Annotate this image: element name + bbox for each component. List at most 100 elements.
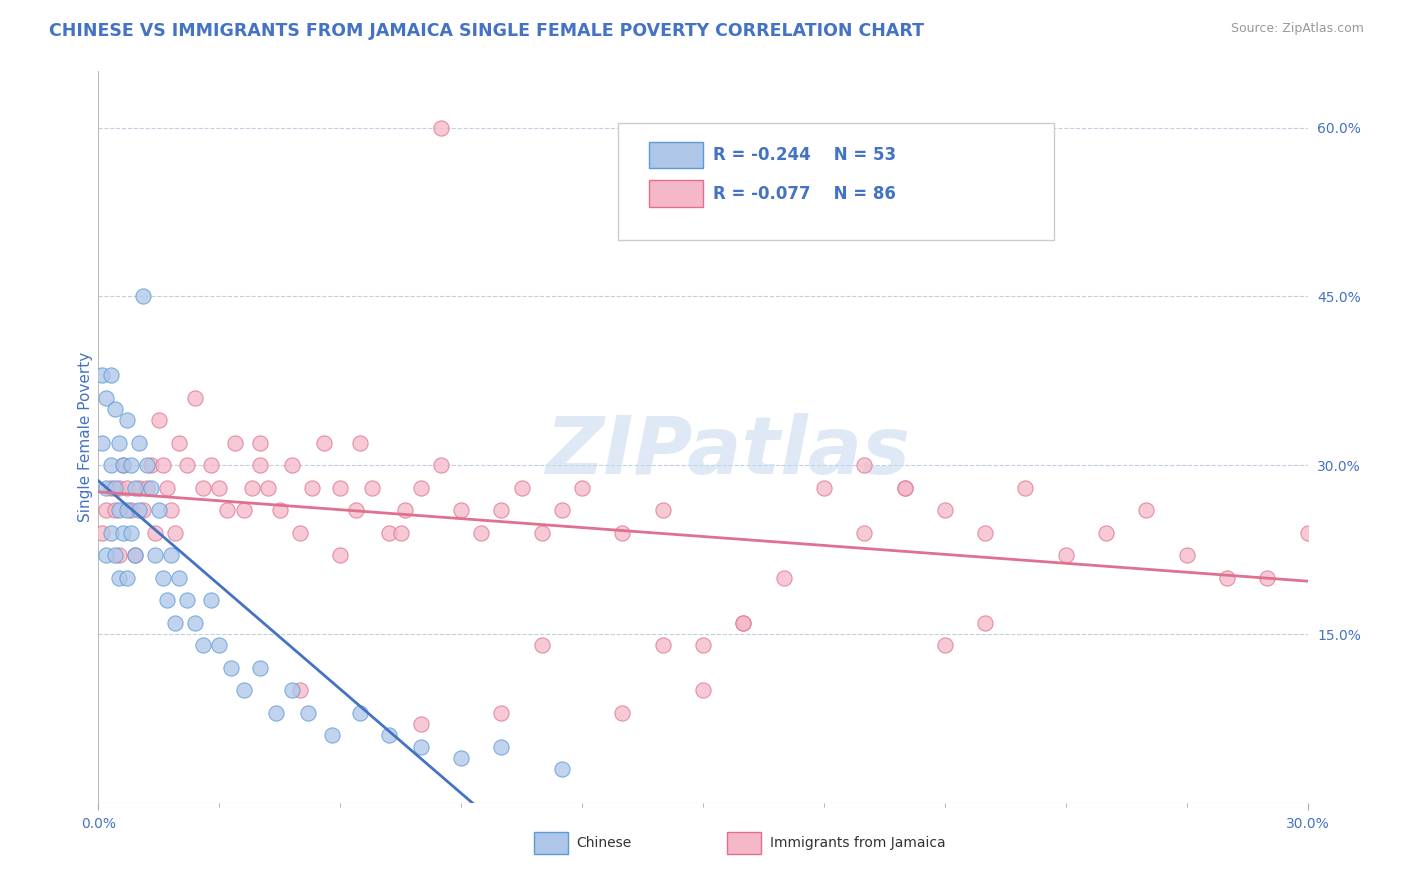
Point (91, 525, 114, 540)
Point (288, 683, 311, 698)
Point (96, 391, 118, 405)
Point (124, 548, 146, 562)
Point (111, 458, 134, 473)
Text: Chinese: Chinese (576, 836, 631, 850)
Point (152, 571, 174, 585)
Point (256, 481, 278, 495)
Point (139, 481, 162, 495)
Point (160, 503, 183, 517)
Point (100, 368, 122, 383)
FancyBboxPatch shape (619, 122, 1053, 240)
FancyBboxPatch shape (648, 180, 703, 207)
Point (530, 525, 553, 540)
Point (96, 481, 118, 495)
Point (893, 481, 915, 495)
Point (1054, 548, 1077, 562)
Point (120, 525, 142, 540)
Point (139, 458, 162, 473)
Point (361, 481, 384, 495)
Point (103, 503, 125, 517)
Point (91, 368, 114, 383)
Point (249, 458, 271, 473)
Point (288, 525, 311, 540)
Point (208, 481, 231, 495)
Point (692, 638, 714, 652)
Point (184, 391, 207, 405)
Point (96, 503, 118, 517)
Text: Immigrants from Jamaica: Immigrants from Jamaica (769, 836, 945, 850)
Point (208, 638, 231, 652)
Point (389, 525, 412, 540)
Point (934, 638, 956, 652)
Point (1216, 571, 1239, 585)
Point (148, 413, 170, 427)
Point (156, 481, 179, 495)
Point (394, 503, 416, 517)
Point (329, 481, 352, 495)
Point (111, 525, 134, 540)
Point (1095, 525, 1118, 540)
Point (349, 435, 371, 450)
Point (1014, 481, 1036, 495)
Point (148, 503, 170, 517)
Text: ZIPatlas: ZIPatlas (544, 413, 910, 491)
Point (115, 503, 138, 517)
Text: Source: ZipAtlas.com: Source: ZipAtlas.com (1230, 22, 1364, 36)
Point (377, 728, 399, 742)
Point (934, 503, 956, 517)
Point (450, 751, 472, 765)
Point (551, 762, 574, 776)
Point (193, 481, 215, 495)
Point (128, 481, 150, 495)
Point (1296, 525, 1319, 540)
Point (314, 435, 336, 450)
Point (281, 458, 304, 473)
Point (232, 683, 254, 698)
Point (651, 503, 673, 517)
Point (132, 503, 155, 517)
Point (264, 706, 287, 720)
Point (571, 481, 593, 495)
Point (200, 458, 222, 473)
Point (100, 525, 122, 540)
Point (269, 503, 291, 517)
Point (409, 481, 432, 495)
Point (124, 548, 146, 562)
Point (115, 481, 138, 495)
Point (853, 525, 876, 540)
Point (103, 401, 125, 416)
Point (128, 503, 150, 517)
Point (160, 548, 183, 562)
Point (232, 503, 254, 517)
Point (120, 503, 142, 517)
Point (612, 525, 634, 540)
Point (111, 458, 134, 473)
Point (100, 481, 122, 495)
Point (772, 571, 794, 585)
Point (115, 413, 138, 427)
Point (103, 548, 125, 562)
Point (409, 739, 432, 754)
Point (152, 458, 174, 473)
Point (612, 706, 634, 720)
Point (430, 120, 453, 135)
Point (184, 615, 207, 630)
Point (450, 503, 472, 517)
Y-axis label: Single Female Poverty: Single Female Poverty (77, 352, 93, 522)
Point (377, 525, 399, 540)
Point (221, 661, 243, 675)
Point (297, 706, 319, 720)
Point (100, 458, 122, 473)
Point (813, 481, 835, 495)
Point (692, 683, 714, 698)
Point (329, 548, 352, 562)
Point (530, 638, 553, 652)
Point (430, 458, 453, 473)
Point (301, 481, 323, 495)
Point (91, 435, 114, 450)
Point (143, 525, 166, 540)
Point (249, 661, 271, 675)
Point (107, 481, 129, 495)
Point (107, 435, 129, 450)
Point (344, 503, 367, 517)
